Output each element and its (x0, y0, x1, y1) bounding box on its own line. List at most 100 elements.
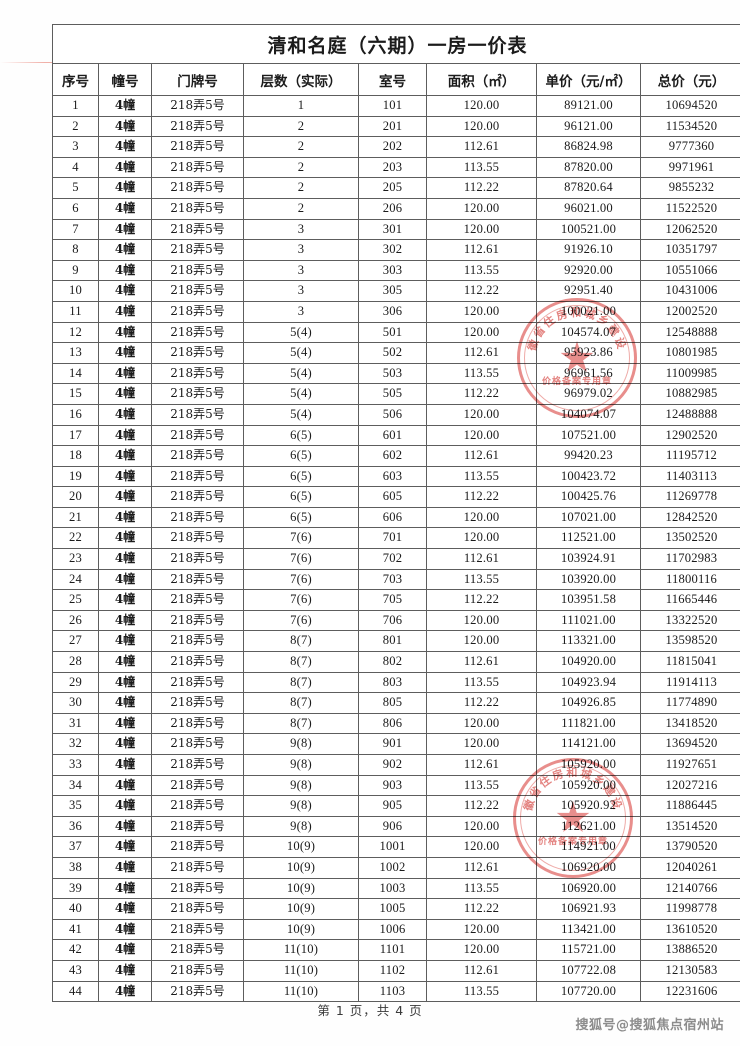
cell-building: 4幢 (98, 280, 152, 302)
cell-index: 29 (52, 671, 99, 694)
cell-building: 4幢 (98, 568, 152, 591)
cell-index: 9 (52, 259, 99, 282)
table-row: 8 4幢 218弄5号 3 302 112.61 91926.10 10351797 (52, 239, 740, 261)
cell-door-number: 218弄5号 (151, 506, 244, 529)
cell-area: 120.00 (426, 733, 537, 755)
cell-building: 4幢 (98, 239, 152, 261)
cell-floor: 2 (243, 177, 359, 199)
cell-area: 112.61 (426, 651, 537, 673)
cell-area: 120.00 (426, 300, 537, 323)
column-header-room: 室号 (358, 63, 427, 96)
table-row: 25 4幢 218弄5号 7(6) 705 112.22 103951.58 11665446 (52, 589, 740, 611)
cell-unit-price: 105920.00 (536, 754, 641, 776)
cell-area: 113.55 (426, 877, 537, 900)
cell-room: 1102 (358, 959, 427, 982)
cell-index: 3 (52, 136, 99, 158)
cell-building: 4幢 (98, 197, 152, 220)
cell-building: 4幢 (98, 712, 152, 735)
cell-door-number: 218弄5号 (151, 197, 244, 220)
cell-room: 203 (358, 156, 427, 179)
cell-total-price: 10882985 (639, 383, 740, 405)
table-row: 38 4幢 218弄5号 10(9) 1002 112.61 106920.00 120402… (52, 856, 740, 879)
cell-building: 4幢 (98, 939, 152, 961)
cell-index: 23 (52, 548, 99, 570)
page-number-footer: 第 1 页，共 4 页 (317, 1003, 423, 1018)
cell-building: 4幢 (98, 754, 152, 776)
table-row: 42 4幢 218弄5号 11(10) 1101 120.00 115721.00 13886… (52, 939, 740, 961)
cell-total-price: 11774890 (639, 692, 740, 714)
cell-floor: 6(5) (243, 424, 359, 447)
cell-total-price: 13418520 (639, 712, 740, 735)
cell-floor: 7(6) (243, 609, 359, 632)
cell-area: 120.00 (426, 712, 537, 735)
cell-total-price: 12130583 (639, 959, 740, 982)
cell-area: 112.61 (426, 856, 537, 879)
cell-area: 120.00 (426, 630, 537, 653)
cell-unit-price: 106921.93 (536, 898, 641, 920)
cell-index: 27 (52, 630, 99, 653)
cell-building: 4幢 (98, 177, 152, 199)
cell-building: 4幢 (98, 445, 152, 467)
cell-building: 4幢 (98, 959, 152, 982)
cell-building: 4幢 (98, 898, 152, 920)
cell-total-price: 11702983 (639, 548, 740, 570)
cell-door-number: 218弄5号 (151, 486, 244, 508)
cell-room: 1005 (358, 898, 427, 920)
cell-index: 41 (52, 918, 99, 941)
cell-floor: 9(8) (243, 815, 359, 838)
cell-unit-price: 96961.56 (536, 362, 641, 385)
cell-area: 112.22 (426, 486, 537, 508)
cell-unit-price: 100521.00 (536, 218, 641, 241)
cell-unit-price: 107720.00 (536, 980, 641, 1003)
cell-building: 4幢 (98, 671, 152, 694)
cell-index: 26 (52, 609, 99, 632)
table-row: 41 4幢 218弄5号 10(9) 1006 120.00 113421.00 136105… (52, 918, 740, 941)
cell-area: 120.00 (426, 527, 537, 550)
cell-total-price: 11886445 (639, 795, 740, 817)
cell-area: 112.22 (426, 280, 537, 302)
table-row: 43 4幢 218弄5号 11(10) 1102 112.61 107722.08 12130… (52, 959, 740, 982)
cell-room: 206 (358, 197, 427, 220)
cell-floor: 9(8) (243, 733, 359, 755)
cell-door-number: 218弄5号 (151, 362, 244, 385)
cell-total-price: 9777360 (639, 136, 740, 158)
cell-unit-price: 112621.00 (536, 815, 641, 838)
cell-total-price: 11927651 (639, 754, 740, 776)
cell-floor: 6(5) (243, 506, 359, 529)
cell-total-price: 10551066 (639, 259, 740, 282)
cell-room: 1001 (358, 836, 427, 858)
cell-building: 4幢 (98, 589, 152, 611)
cell-room: 201 (358, 115, 427, 138)
cell-door-number: 218弄5号 (151, 671, 244, 694)
cell-floor: 11(10) (243, 980, 359, 1003)
cell-building: 4幢 (98, 774, 152, 797)
cell-total-price: 9971961 (639, 156, 740, 179)
cell-total-price: 11998778 (639, 898, 740, 920)
cell-total-price: 13610520 (639, 918, 740, 941)
cell-unit-price: 92951.40 (536, 280, 641, 302)
cell-floor: 9(8) (243, 795, 359, 817)
cell-area: 112.61 (426, 136, 537, 158)
cell-index: 13 (52, 342, 99, 364)
table-title-row: 清和名庭（六期）一房一价表 (51, 24, 740, 64)
cell-floor: 5(4) (243, 342, 359, 364)
column-header-area: 面积（㎡） (426, 63, 537, 96)
cell-area: 113.55 (426, 156, 537, 179)
cell-index: 1 (52, 95, 99, 117)
table-row: 29 4幢 218弄5号 8(7) 803 113.55 104923.94 11914113 (52, 671, 740, 694)
cell-area: 120.00 (426, 115, 537, 138)
cell-index: 33 (52, 754, 99, 776)
cell-door-number: 218弄5号 (151, 465, 244, 488)
cell-door-number: 218弄5号 (151, 939, 244, 961)
cell-unit-price: 104920.00 (536, 651, 641, 673)
cell-floor: 7(6) (243, 527, 359, 550)
cell-door-number: 218弄5号 (151, 259, 244, 282)
cell-total-price: 12040261 (639, 856, 740, 879)
column-header-total-price: 总价（元） (639, 63, 740, 96)
cell-building: 4幢 (98, 321, 152, 344)
cell-room: 1006 (358, 918, 427, 941)
cell-floor: 6(5) (243, 445, 359, 467)
cell-door-number: 218弄5号 (151, 877, 244, 900)
cell-unit-price: 104074.07 (536, 403, 641, 426)
cell-door-number: 218弄5号 (151, 177, 244, 199)
